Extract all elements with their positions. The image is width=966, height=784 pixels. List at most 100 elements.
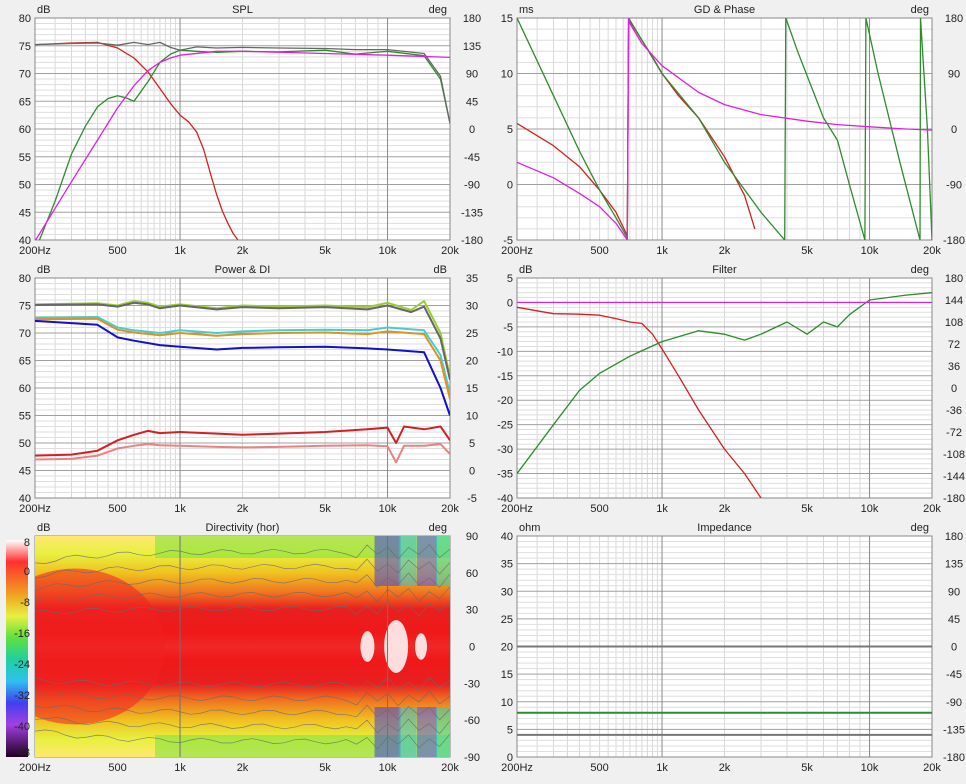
contour-line bbox=[35, 544, 450, 564]
y-tick-label: 45 bbox=[19, 466, 31, 478]
y-tick-label: 40 bbox=[501, 531, 513, 543]
y-tick-label: 80 bbox=[19, 273, 31, 285]
y-tick-label: -5 bbox=[503, 322, 513, 334]
y2-tick-label: -180 bbox=[943, 235, 965, 247]
x-tick-label: 1k bbox=[174, 245, 186, 257]
heat-hf-top-2 bbox=[417, 536, 438, 586]
y-tick-label: -20 bbox=[497, 395, 513, 407]
heat-hotspot-0 bbox=[384, 620, 409, 673]
colorbar-tick-label: -8 bbox=[20, 597, 30, 609]
y2-tick-label: -90 bbox=[464, 752, 480, 764]
series-line-6 bbox=[35, 425, 450, 457]
contour-line bbox=[35, 572, 450, 592]
y2-tick-label: 5 bbox=[469, 438, 475, 450]
heat-hf-bottom-1 bbox=[398, 707, 417, 757]
chart-title: GD & Phase bbox=[694, 4, 755, 16]
x-tick-label: 500 bbox=[590, 503, 608, 515]
panel-filter: Filter dB deg 200Hz 500 1k 2k 5k 10k 20k 5 0 -5 -10 -1… bbox=[497, 264, 965, 515]
colorbar-tick-label: -48 bbox=[14, 747, 30, 759]
y2-tick-label: 90 bbox=[948, 69, 960, 81]
y2-tick-label: 0 bbox=[951, 124, 957, 136]
x-tick-label: 200Hz bbox=[19, 503, 51, 515]
y-tick-label: 55 bbox=[19, 152, 31, 164]
series-line-2 bbox=[38, 49, 450, 240]
colorbar-tick-label: -16 bbox=[14, 628, 30, 640]
y2-tick-label: 180 bbox=[945, 273, 963, 285]
plot-border bbox=[516, 277, 933, 499]
y2-tick-label: 15 bbox=[466, 383, 478, 395]
y2-tick-label: 45 bbox=[948, 614, 960, 626]
x-tick-label: 20k bbox=[441, 503, 459, 515]
y-tick-label: 60 bbox=[19, 383, 31, 395]
x-tick-label: 20k bbox=[923, 762, 941, 774]
y-tick-label: 0 bbox=[507, 297, 513, 309]
colorbar-tick-label: -40 bbox=[14, 721, 30, 733]
y2-tick-label: 72 bbox=[948, 339, 960, 351]
x-tick-label: 200Hz bbox=[501, 245, 533, 257]
x-tick-label: 5k bbox=[801, 762, 813, 774]
x-tick-label: 1k bbox=[174, 762, 186, 774]
y2-tick-label: 30 bbox=[466, 605, 478, 617]
y2-tick-label: 135 bbox=[463, 41, 481, 53]
heat-lobe bbox=[35, 568, 165, 725]
y2-tick-label: 60 bbox=[466, 568, 478, 580]
x-tick-label: 500 bbox=[590, 245, 608, 257]
y2-tick-label: 135 bbox=[945, 559, 963, 571]
y2-tick-label: 90 bbox=[466, 531, 478, 543]
y2-tick-label: 180 bbox=[945, 531, 963, 543]
y-tick-label: 75 bbox=[19, 301, 31, 313]
x-tick-label: 1k bbox=[174, 503, 186, 515]
x-tick-label: 5k bbox=[319, 762, 331, 774]
heat-hf-bottom-2 bbox=[417, 707, 438, 757]
series-line-3 bbox=[35, 41, 450, 124]
y-axis-unit: dB bbox=[519, 264, 532, 276]
plot-border bbox=[34, 277, 451, 499]
y2-tick-label: -90 bbox=[464, 180, 480, 192]
chart-title: Filter bbox=[712, 264, 737, 276]
y-tick-label: 5 bbox=[507, 724, 513, 736]
y-tick-label: 5 bbox=[507, 124, 513, 136]
contour-line bbox=[35, 600, 450, 617]
x-tick-label: 10k bbox=[861, 762, 879, 774]
y2-tick-label: -180 bbox=[943, 493, 965, 505]
y-tick-label: 15 bbox=[501, 669, 513, 681]
y2-tick-label: -90 bbox=[946, 697, 962, 709]
colorbar-tick-label: 8 bbox=[24, 537, 30, 549]
x-tick-label: 10k bbox=[861, 245, 879, 257]
y2-tick-label: 25 bbox=[466, 328, 478, 340]
y2-axis-unit: deg bbox=[911, 264, 929, 276]
y-tick-label: -35 bbox=[497, 469, 513, 481]
x-tick-label: 500 bbox=[108, 503, 126, 515]
y2-tick-label: -45 bbox=[464, 152, 480, 164]
y-tick-label: -10 bbox=[497, 346, 513, 358]
y-axis-unit: dB bbox=[37, 264, 50, 276]
x-tick-label: 20k bbox=[923, 245, 941, 257]
x-tick-label: 5k bbox=[319, 503, 331, 515]
x-tick-label: 500 bbox=[108, 245, 126, 257]
y2-tick-label: -30 bbox=[464, 678, 480, 690]
x-tick-label: 2k bbox=[237, 245, 249, 257]
y-tick-label: 70 bbox=[19, 69, 31, 81]
y2-tick-label: 180 bbox=[945, 13, 963, 25]
y2-tick-label: 108 bbox=[945, 317, 963, 329]
y2-tick-label: 0 bbox=[951, 383, 957, 395]
x-tick-label: 1k bbox=[656, 503, 668, 515]
x-tick-label: 500 bbox=[590, 762, 608, 774]
y2-tick-label: -5 bbox=[467, 493, 477, 505]
y-tick-label: 20 bbox=[501, 642, 513, 654]
y-tick-label: 5 bbox=[507, 273, 513, 285]
contour-line bbox=[35, 676, 450, 693]
y2-tick-label: 35 bbox=[466, 273, 478, 285]
plot-border bbox=[516, 17, 933, 241]
chart-title: Impedance bbox=[697, 522, 751, 534]
x-tick-label: 200Hz bbox=[501, 503, 533, 515]
series-line-7 bbox=[35, 443, 450, 464]
y-tick-label: 30 bbox=[501, 586, 513, 598]
series-line-2 bbox=[517, 292, 932, 474]
y2-axis-unit: deg bbox=[911, 4, 929, 16]
y-tick-label: 65 bbox=[19, 96, 31, 108]
chart-title: Power & DI bbox=[215, 264, 271, 276]
